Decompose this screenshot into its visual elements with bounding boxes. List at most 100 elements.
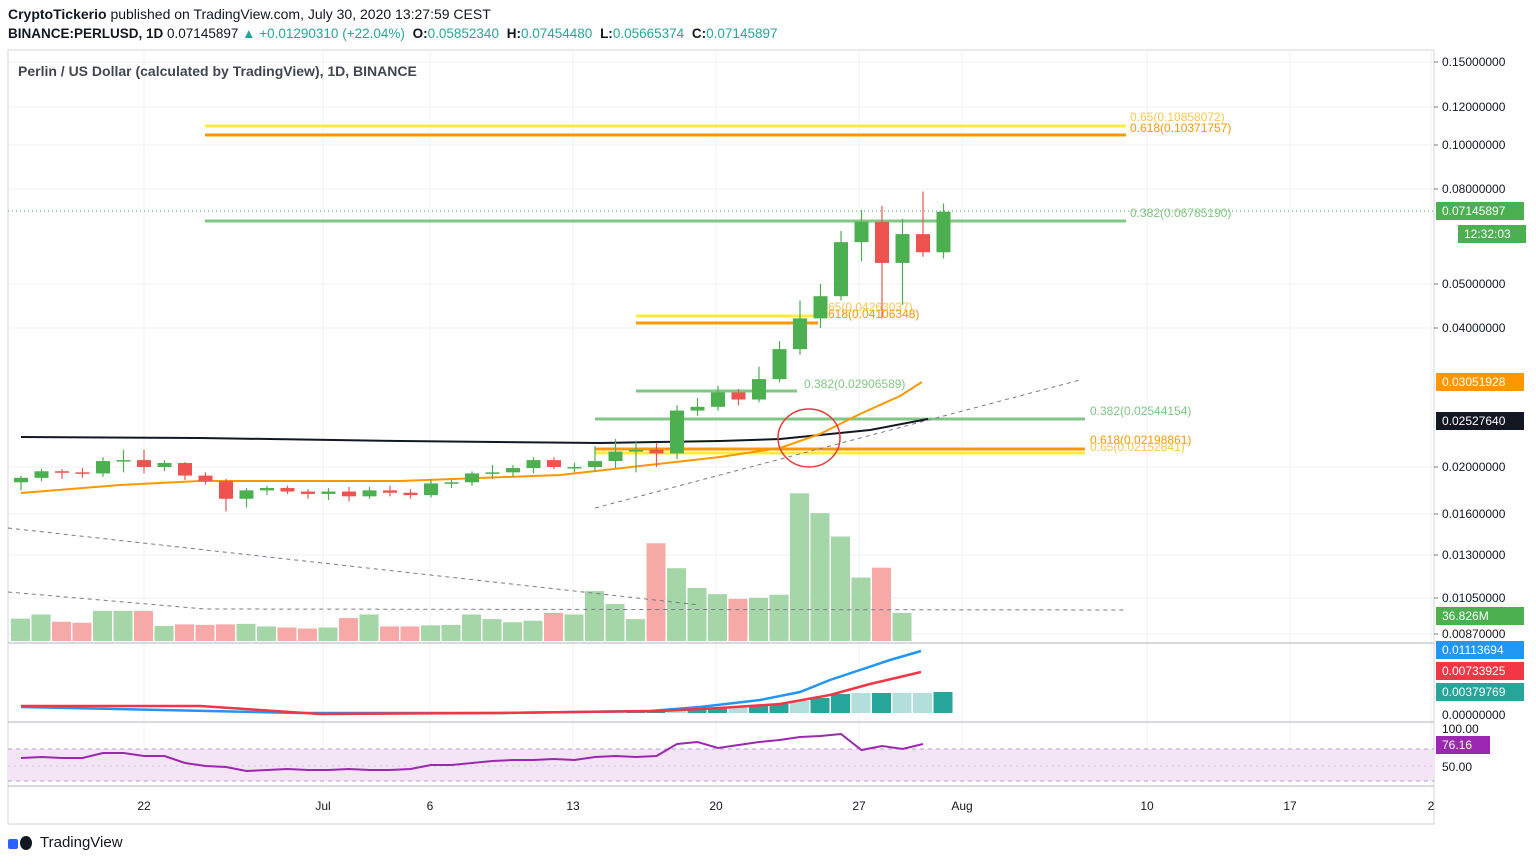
volume-bar [216,624,235,641]
macd-histogram-bar [892,693,912,713]
volume-bar [708,594,727,641]
time-tick-label: 27 [852,799,866,813]
candle-body [895,234,910,263]
time-tick-label: Aug [951,799,972,813]
time-tick-label: Jul [315,799,330,813]
tradingview-logo-icon [8,835,34,851]
price-badge-countdown [1458,225,1526,243]
price-axis[interactable]: 0.15000000 0.12000000 0.10000000 0.08000000… [1434,55,1526,641]
candle-body [239,490,254,499]
low-label: L: [600,26,613,41]
volume-bar [769,594,789,641]
volume-bar [298,628,317,641]
time-tick-label: 10 [1140,799,1154,813]
low-value: 0.05665374 [612,26,685,41]
volume-bar [441,624,461,641]
volume-bar [421,625,440,641]
volume-bar [482,619,502,641]
price-tick-label: 0.00870000 [1442,627,1506,641]
candle-body [526,460,541,469]
candle-body [690,406,705,411]
macd-histogram-bar [831,694,850,713]
price-badge-ema-black [1436,412,1524,430]
candle-body [547,460,561,467]
macd-badge [1436,641,1524,659]
candle-body [424,483,438,496]
macd-histogram-bar [933,692,953,713]
price-badge-last [1436,202,1524,220]
fib-label-orange: 0.618(0.10371757) [1130,121,1231,135]
candle-body [875,221,889,263]
price-tick-label: 0.10000000 [1442,138,1506,152]
volume-bar [195,624,215,641]
fib-label-yellow: 0.65(0.02152841) [1090,440,1185,454]
price-tick-label: 0.12000000 [1442,100,1506,114]
close-value: 0.07145897 [706,26,778,41]
candle-body [34,471,49,478]
volume-bar [831,536,850,641]
volume-bar [564,614,584,641]
volume-bar [380,626,399,641]
volume-bar [52,621,71,641]
candle-body [116,460,131,462]
volume-bar [667,568,686,641]
time-tick-label: 17 [1283,799,1297,813]
chart-title: Perlin / US Dollar (calculated by Tradin… [18,63,417,79]
volume-bar [318,627,338,641]
volume-bar [175,624,194,641]
publisher-name[interactable]: CryptoTickerio [8,6,107,22]
macd-badge-text: 0.01113694 [1442,643,1504,657]
macd-badge-text: 0.00733925 [1442,664,1506,678]
volume-bar [523,620,543,641]
price-badge-text: 36.826M [1442,609,1489,623]
macd-badge [1436,683,1524,701]
time-tick-label: 6 [427,799,434,813]
volume-bar [277,627,297,641]
candle-body [301,491,315,494]
volume-bar [626,619,645,641]
volume-bar [872,567,891,641]
signal-line [21,670,922,716]
macd-axis-label: 0.00000000 [1442,708,1506,722]
candle-body [793,318,807,350]
drawings: 0.65(0.10858072)0.618(0.10371757) 0.382(0… [7,110,1434,611]
open-value: 0.05852340 [427,26,499,41]
rsi-axis-label: 50.00 [1442,760,1472,774]
macd-histogram-bar [749,706,768,713]
macd-histogram-bar [708,708,727,713]
footer-brand[interactable]: TradingView [8,834,123,851]
candle-body [506,468,520,473]
rsi-band [8,749,1434,781]
ohlc-line: BINANCE:PERLUSD, 1D 0.07145897 ▲ +0.0129… [8,26,777,41]
fib-label-orange: 0.618(0.02198861) [1090,433,1191,447]
candle-body [137,460,151,467]
fib-label-green: 0.382(0.02544154) [1090,404,1191,418]
high-label: H: [506,26,521,41]
macd-pane: 0.01113694 0.00733925 0.00379769 0.00000000 [20,641,1524,722]
macd-badge-text: 0.00379769 [1442,685,1506,699]
candle-body [178,463,192,476]
volume-bar [790,493,809,641]
volume-bar [236,623,256,641]
time-axis[interactable]: 22 Jul 6 13 20 27 Aug 10 17 2 [137,799,1434,813]
candle-body [772,349,787,380]
volume-bars [11,493,912,641]
macd-histogram-bar [872,693,891,713]
candle-body [588,461,602,467]
volume-bar [72,622,92,641]
price-tick-label: 0.01600000 [1442,507,1506,521]
published-text: published on TradingView.com, July 30, 2… [110,6,491,22]
candle-body [649,449,664,454]
volume-bar [544,612,563,641]
publish-line: CryptoTickerio published on TradingView.… [8,6,491,22]
macd-histogram-bar [851,693,871,713]
price-tick-label: 0.01300000 [1442,548,1506,562]
volume-bar [359,614,379,641]
price-badge-text: 0.03051928 [1442,375,1506,389]
price-badge-text: 0.02527640 [1442,414,1506,428]
volume-bar [400,626,420,641]
price-tick-label: 0.04000000 [1442,321,1506,335]
candle-body [567,467,582,469]
candle-body [219,481,233,499]
